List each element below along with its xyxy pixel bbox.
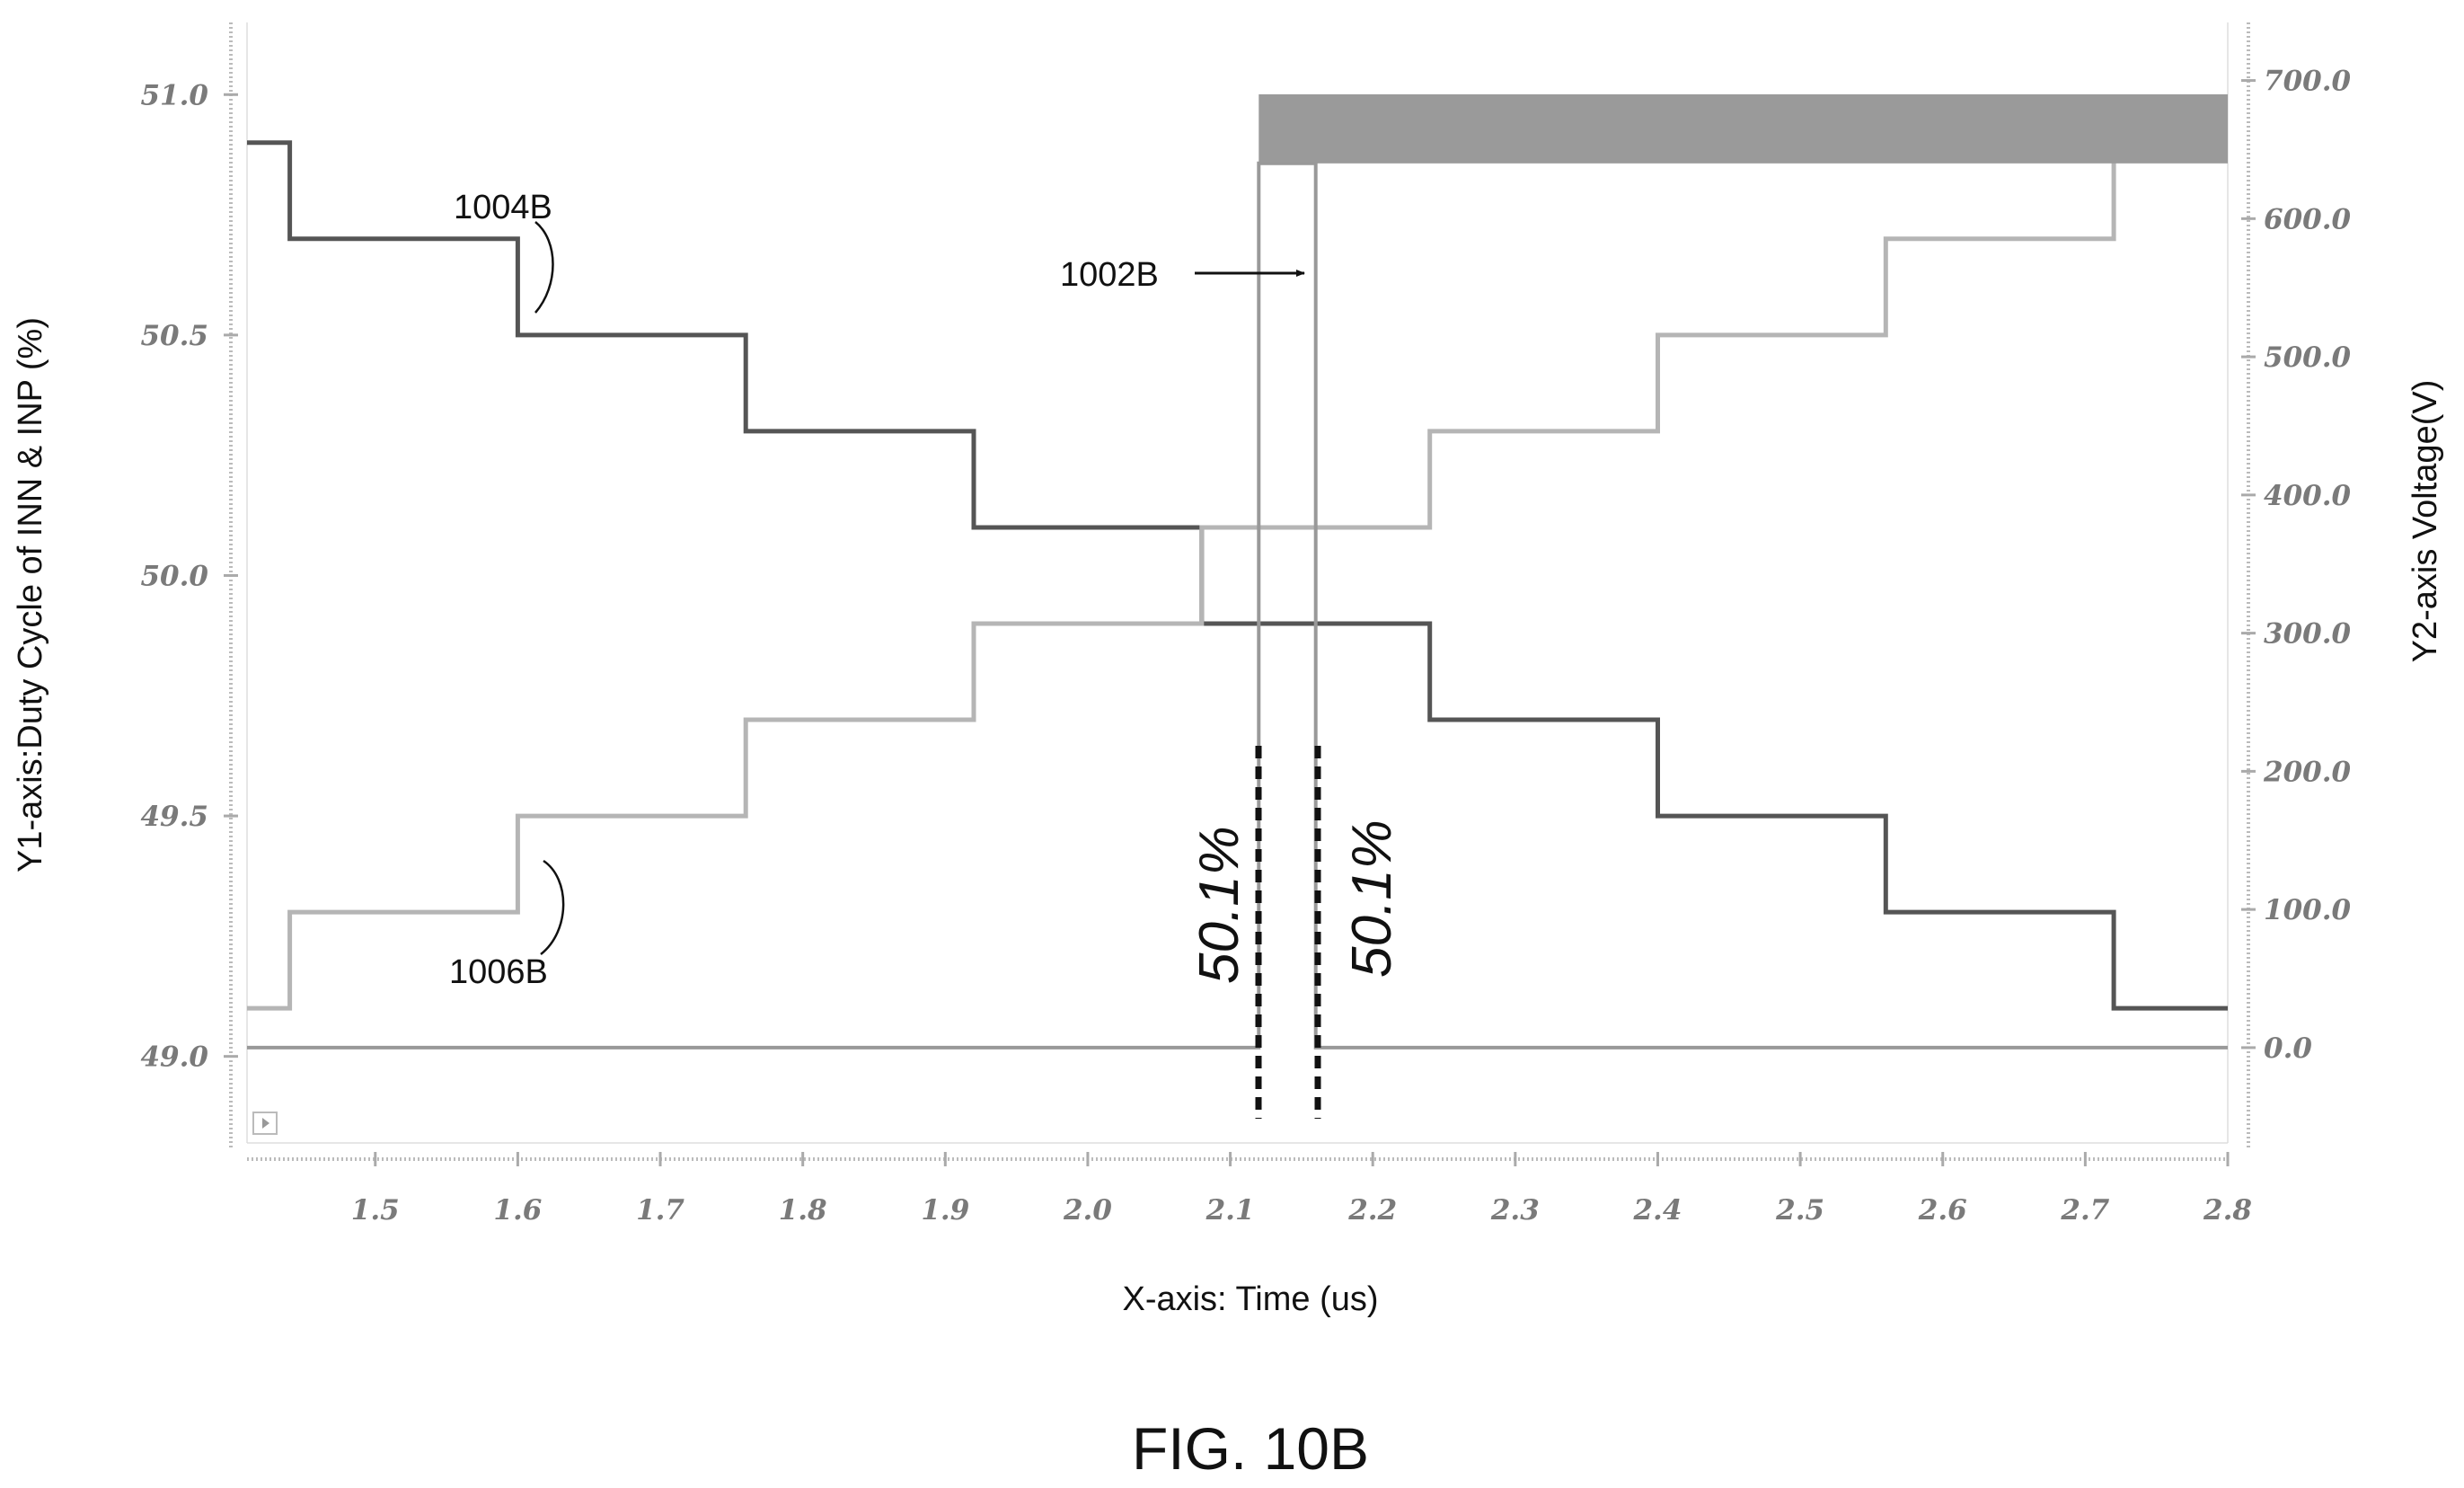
y2-tick-label: 200.0 [2263, 756, 2352, 788]
x-tick-label: 2.8 [2203, 1194, 2252, 1227]
y1-tick-label: 49.0 [140, 1041, 208, 1074]
x-tick-label: 2.7 [2060, 1194, 2109, 1227]
x-tick-label: 2.1 [1206, 1194, 1255, 1227]
x-axis-title: X-axis: Time (us) [1122, 1280, 1378, 1318]
x-tick-label: 2.5 [1775, 1194, 1824, 1227]
plot-frame [229, 22, 2250, 1161]
x-tick-label: 1.6 [493, 1194, 542, 1227]
x-tick-label: 1.7 [636, 1194, 684, 1227]
y2-tick-label: 700.0 [2264, 66, 2352, 98]
figure-label: FIG. 10B [1132, 1415, 1369, 1482]
pct-label-left: 50.1% [1188, 826, 1250, 984]
y2-axis-title: Y2-axis Voltage(V) [2407, 380, 2444, 663]
series-layer [247, 93, 2228, 1050]
expand-icon-arrow [262, 1118, 269, 1129]
x-tick-label: 1.5 [351, 1194, 400, 1227]
x-tick-label: 2.4 [1632, 1194, 1682, 1227]
y2-tick-label: 0.0 [2264, 1032, 2312, 1065]
x-tick-label: 2.0 [1063, 1194, 1112, 1227]
y1-tick-label: 50.5 [140, 320, 208, 352]
y1-tick-label: 51.0 [140, 79, 208, 111]
label-1006b: 1006B [449, 953, 548, 991]
y2-tick-label: 300.0 [2264, 618, 2352, 651]
axis-titles: X-axis: Time (us) Y1-axis:Duty Cycle of … [12, 317, 2444, 1318]
y1-tick-label: 50.0 [140, 560, 208, 592]
y2-tick-label: 100.0 [2264, 894, 2352, 926]
x-tick-label: 1.9 [921, 1194, 969, 1227]
x-tick-label: 2.3 [1490, 1194, 1540, 1227]
series-1006b-line [247, 140, 2228, 1011]
y1-tick-label: 49.5 [140, 801, 208, 833]
y2-tick-label: 400.0 [2264, 480, 2352, 512]
pct-label-right: 50.1% [1341, 819, 1403, 978]
y2-tick-label: 600.0 [2264, 203, 2352, 235]
x-tick-label: 2.6 [1918, 1194, 1967, 1227]
x-tick-label: 2.2 [1347, 1194, 1397, 1227]
label-1004b: 1004B [454, 189, 552, 226]
x-tick-label: 1.8 [779, 1194, 827, 1227]
leader-1006b [540, 859, 565, 955]
leader-1004b [534, 221, 554, 314]
ticks: 1.5 1.6 1.7 1.8 1.9 2.0 2.1 2.2 2.3 2.4 2.5 2.6 2.7 2… [140, 66, 2351, 1227]
label-1002b: 1002B [1060, 256, 1159, 294]
series-1002b-band [1258, 93, 2228, 164]
y1-axis-title: Y1-axis:Duty Cycle of INN & INP (%) [12, 317, 49, 872]
annotations: 1004B 1006B 1002B 50.1% 50.1% [449, 189, 1403, 1119]
series-1002b-line [247, 161, 2228, 1050]
y2-tick-label: 500.0 [2264, 341, 2352, 374]
